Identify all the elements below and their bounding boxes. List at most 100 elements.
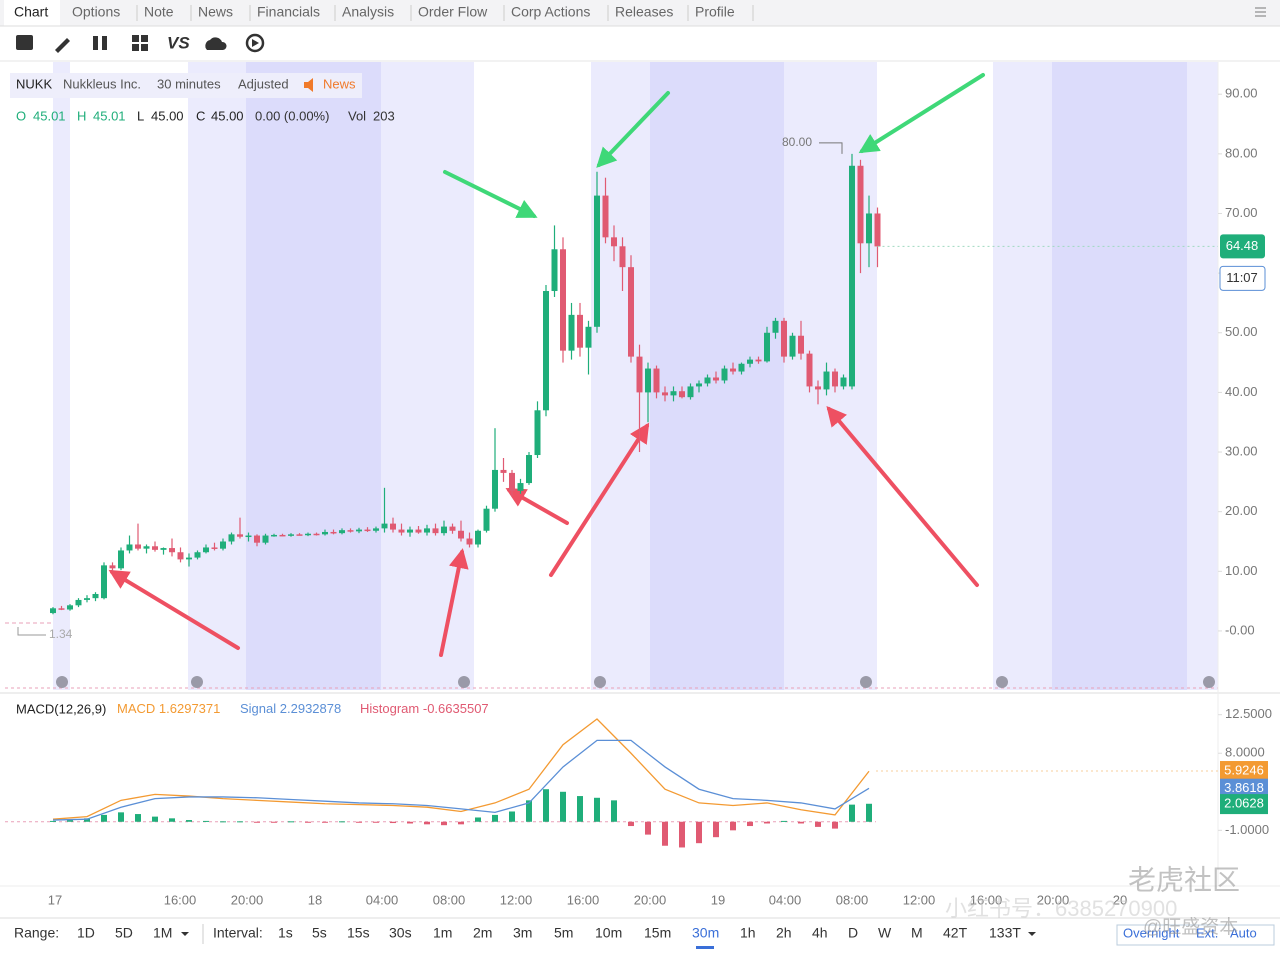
tab[interactable]: Order Flow	[418, 4, 488, 20]
x-tick-label: 16:00	[164, 892, 197, 907]
candle-body	[687, 386, 694, 398]
y-tick-label: 80.00	[1225, 145, 1258, 160]
news-icon[interactable]	[304, 78, 313, 92]
candle-body	[806, 353, 813, 387]
histogram-bar	[169, 818, 175, 822]
candle-body	[211, 547, 218, 549]
interval-option[interactable]: 5m	[554, 925, 573, 941]
tab[interactable]: Note	[144, 4, 174, 20]
icon-compare[interactable]: VS	[167, 33, 190, 52]
interval-option[interactable]: 30m	[692, 925, 719, 941]
icon-candle[interactable]	[93, 36, 98, 50]
series-current: 2.2932878	[280, 701, 341, 716]
tab[interactable]: Corp Actions	[511, 4, 590, 20]
range-option[interactable]: 5D	[115, 925, 133, 941]
session-option[interactable]: Ext.	[1196, 925, 1218, 940]
candle-body	[832, 371, 838, 387]
histogram-bar	[526, 800, 532, 822]
interval-option[interactable]: 3m	[513, 925, 532, 941]
value-badge	[1220, 778, 1268, 799]
interval-option[interactable]: 30s	[389, 925, 412, 941]
tab[interactable]: Chart	[14, 4, 48, 20]
value-badge	[1220, 761, 1268, 782]
interval-option[interactable]: 15s	[347, 925, 370, 941]
candle-body	[849, 165, 855, 387]
candle-body	[738, 363, 745, 372]
candle-body	[483, 508, 490, 531]
interval-option[interactable]: 133T	[989, 925, 1021, 941]
countdown: 11:07	[1226, 270, 1258, 285]
candle-body	[628, 267, 634, 357]
x-tick-label: 19	[711, 892, 725, 907]
candle-body	[381, 523, 388, 529]
x-tick-label: 08:00	[433, 892, 466, 907]
macd-line	[52, 718, 870, 820]
tab[interactable]: News	[198, 4, 233, 20]
tab[interactable]: Financials	[257, 4, 320, 20]
icon-chart[interactable]	[16, 35, 33, 50]
candle-body	[126, 544, 133, 551]
tab[interactable]: Releases	[615, 4, 673, 20]
candle-body	[662, 392, 668, 396]
histogram-bar	[679, 821, 685, 848]
interval-option[interactable]: 10m	[595, 925, 622, 941]
histogram-bar	[696, 821, 702, 844]
icon-replay[interactable]	[245, 33, 265, 53]
histogram-bar	[373, 821, 379, 823]
candle-body	[356, 529, 362, 532]
candle-body	[118, 550, 124, 569]
candle-body	[798, 335, 804, 354]
quote-label: C	[196, 108, 205, 123]
dropdown-caret	[181, 932, 189, 936]
macd-legend: MACD 1.6297371	[117, 701, 220, 716]
candle-body	[194, 552, 201, 558]
interval-option[interactable]: W	[878, 925, 892, 941]
range-option[interactable]: 1D	[77, 925, 95, 941]
interval-option[interactable]: 2m	[473, 925, 492, 941]
candle-body	[67, 605, 73, 610]
candle-body	[364, 529, 371, 532]
candle-body	[500, 469, 507, 473]
interval-option[interactable]: 1h	[740, 925, 756, 941]
histogram-bar	[509, 811, 515, 822]
tab[interactable]: Options	[72, 4, 120, 20]
tab-bar	[0, 0, 1280, 26]
histogram-bar	[356, 821, 362, 823]
candle-body	[398, 529, 405, 533]
menu-icon[interactable]	[1255, 7, 1266, 17]
x-tick-label: 20:00	[1037, 892, 1070, 907]
series-current: 1.6297371	[159, 701, 220, 716]
histogram-bar	[84, 818, 90, 822]
value-badge-label: 2.0628	[1224, 796, 1264, 811]
tab[interactable]: Profile	[695, 4, 735, 20]
macd-line	[52, 739, 870, 821]
tab[interactable]: Analysis	[342, 4, 394, 20]
session-option[interactable]: Overnight	[1123, 925, 1180, 940]
session-option[interactable]: Auto	[1230, 925, 1257, 940]
macd-legend: Signal 2.2932878	[240, 701, 341, 716]
x-tick-label: 04:00	[769, 892, 802, 907]
candle-body	[296, 534, 303, 536]
interval-option[interactable]: D	[848, 925, 858, 941]
interval-option[interactable]: 1s	[278, 925, 293, 941]
histogram-bar	[237, 821, 243, 823]
legend-item: Adjusted	[238, 76, 289, 91]
interval-option[interactable]: 2h	[776, 925, 792, 941]
interval-option[interactable]: 5s	[312, 925, 327, 941]
histogram-bar	[441, 821, 447, 826]
interval-option[interactable]: 1m	[433, 925, 452, 941]
icon-cloud[interactable]	[205, 37, 227, 50]
interval-option[interactable]: M	[911, 925, 923, 941]
range-option[interactable]: 1M	[153, 925, 172, 941]
candle-body	[220, 541, 226, 549]
icon-draw[interactable]	[55, 38, 70, 53]
interval-option[interactable]: 15m	[644, 925, 671, 941]
selected-underline	[696, 946, 714, 949]
interval-option[interactable]: 4h	[812, 925, 828, 941]
icon-layout[interactable]	[132, 35, 139, 42]
candle-body	[721, 368, 728, 381]
histogram-bar	[849, 804, 855, 822]
interval-option[interactable]: 42T	[943, 925, 968, 941]
value-badge	[1220, 794, 1268, 815]
candle-body	[407, 529, 413, 533]
